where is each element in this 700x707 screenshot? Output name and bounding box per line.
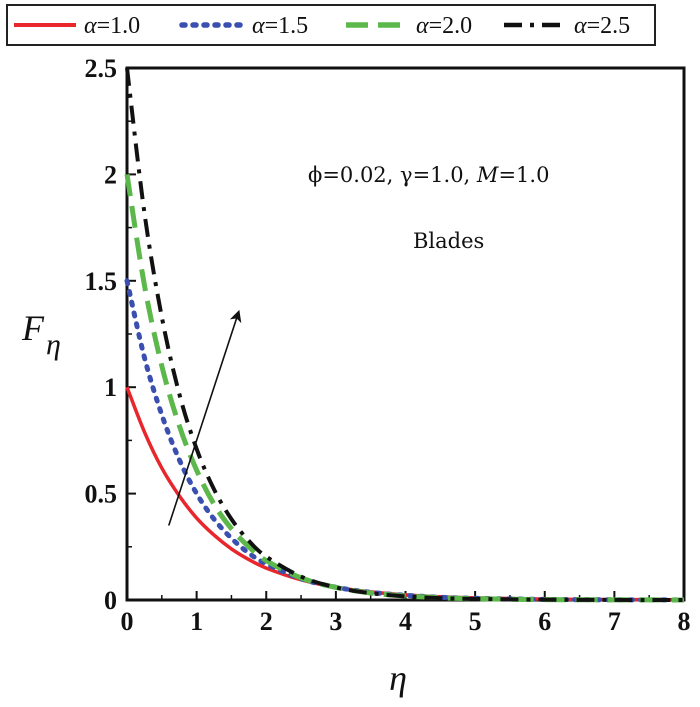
legend-label-1: α=1.0 — [84, 13, 140, 39]
x-axis-title: η — [389, 658, 407, 698]
legend-label-2: α=1.5 — [252, 13, 308, 39]
annotation-parameters: ϕ=0.02, γ=1.0, M=1.0 — [308, 163, 549, 187]
x-tick-label: 6 — [538, 607, 551, 636]
x-tick-label: 1 — [190, 607, 203, 636]
annotation-part: ϕ=0.02, γ=1.0, — [308, 163, 477, 187]
y-axis-title: Fη — [21, 308, 61, 361]
y-tick-label: 1.5 — [85, 267, 118, 296]
annotation-blades: Blades — [413, 229, 484, 253]
y-axis-title-subscript: η — [46, 328, 61, 361]
trend-arrow — [168, 309, 242, 526]
x-tick-label: 5 — [469, 607, 482, 636]
y-tick-label: 2 — [104, 160, 117, 189]
y-axis-title-base: F — [21, 308, 45, 348]
legend-value: =2.0 — [429, 13, 473, 39]
x-tick-label: 0 — [121, 607, 134, 636]
y-tick-label: 1 — [104, 373, 117, 402]
x-tick-label: 2 — [260, 607, 273, 636]
legend-value: =2.5 — [587, 13, 631, 39]
x-tick-label: 4 — [399, 607, 412, 636]
annotation-part: M — [476, 163, 499, 187]
legend: α=1.0 α=1.5 α=2.0 α=2.5 — [6, 4, 656, 46]
y-tick-label: 0.5 — [85, 480, 118, 509]
series-line-3 — [124, 174, 685, 603]
legend-symbol: α — [252, 13, 265, 39]
annotation-part: =1.0 — [498, 163, 549, 187]
legend-label-4: α=2.5 — [574, 13, 630, 39]
legend-label-3: α=2.0 — [416, 13, 472, 39]
axis-ticks: 0 1 2 3 4 5 6 7 8 0 0.5 1 1.5 2 2.5 — [85, 54, 691, 636]
legend-symbol: α — [416, 13, 429, 39]
legend-symbol: α — [84, 13, 97, 39]
series-group — [124, 67, 687, 603]
y-tick-label: 0 — [104, 586, 117, 615]
y-tick-label: 2.5 — [85, 54, 118, 83]
series-line-2 — [124, 278, 687, 603]
x-tick-label: 8 — [678, 607, 691, 636]
plot-frame — [125, 66, 686, 602]
legend-value: =1.0 — [97, 13, 141, 39]
series-line-4 — [125, 67, 685, 602]
legend-symbol: α — [574, 13, 587, 39]
x-tick-label: 7 — [608, 607, 621, 636]
legend-value: =1.5 — [265, 13, 309, 39]
x-tick-label: 3 — [329, 607, 342, 636]
